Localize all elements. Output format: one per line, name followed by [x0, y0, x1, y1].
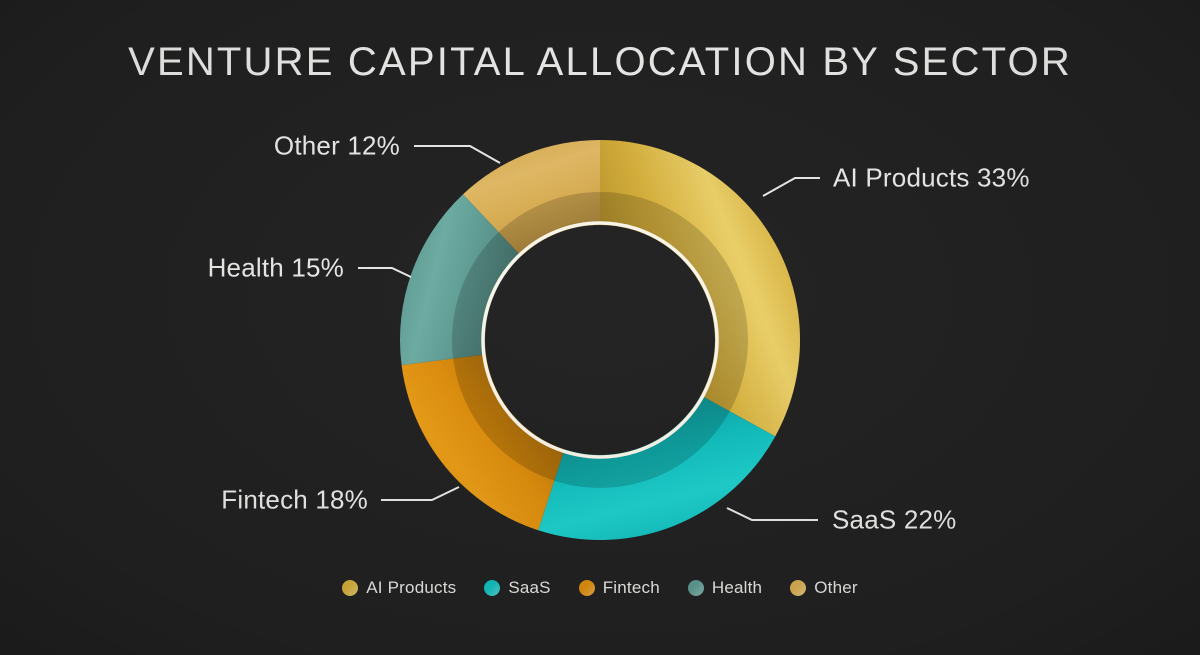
donut-slice-inner-shade: [498, 192, 600, 257]
legend-item-label: AI Products: [366, 578, 457, 597]
legend-item-saas[interactable]: SaaS: [484, 578, 551, 598]
donut-slice-ai-products[interactable]: [600, 140, 800, 437]
legend-item-label: Other: [814, 578, 858, 597]
callout-leader-lines: [358, 145, 820, 521]
page-title: VENTURE CAPITAL ALLOCATION BY SECTOR: [128, 40, 1072, 84]
leader-line-ai-products: [762, 177, 820, 197]
legend-item-label: Fintech: [602, 578, 660, 597]
legend-item-other[interactable]: Other: [790, 578, 858, 598]
legend-swatch-icon: [790, 580, 807, 596]
donut-inner-ring: [481, 221, 719, 459]
donut-slice-fintech[interactable]: [401, 354, 565, 531]
callout-label-ai-products: AI Products 33%: [833, 162, 1030, 193]
donut-chart: AI Products 33% SaaS 22% Fintech 18% Hea…: [207, 130, 1030, 541]
donut-slice-inner-shade: [451, 232, 522, 359]
donut-slice-inner-shade: [600, 192, 748, 412]
donut-slice-saas[interactable]: [538, 395, 776, 541]
legend-item-fintech[interactable]: Fintech: [578, 578, 660, 598]
leader-line-other: [414, 145, 501, 164]
callout-label-other: Other 12%: [273, 130, 400, 161]
callout-label-saas: SaaS 22%: [832, 504, 957, 535]
legend-item-label: SaaS: [508, 578, 551, 597]
callout-label-fintech: Fintech 18%: [221, 484, 368, 515]
leader-line-health: [358, 267, 412, 278]
legend-swatch-icon: [578, 580, 595, 596]
donut-slice-inner-shade: [453, 354, 565, 481]
chart-legend: AI Products SaaS Fintech Health Other: [0, 578, 1200, 598]
legend-swatch-icon: [484, 580, 501, 596]
callout-label-health: Health 15%: [207, 252, 344, 283]
donut-chart-svg: [358, 140, 820, 541]
legend-item-label: Health: [711, 578, 763, 597]
legend-swatch-icon: [342, 580, 359, 596]
leader-line-fintech: [381, 486, 460, 501]
donut-slice-group: [400, 140, 800, 541]
legend-item-health[interactable]: Health: [687, 578, 763, 598]
leader-line-saas: [726, 507, 818, 521]
donut-inner-shadow: [451, 192, 748, 488]
legend-item-ai-products[interactable]: AI Products: [342, 578, 456, 598]
donut-slice-health[interactable]: [400, 194, 522, 366]
legend-swatch-icon: [687, 580, 704, 596]
